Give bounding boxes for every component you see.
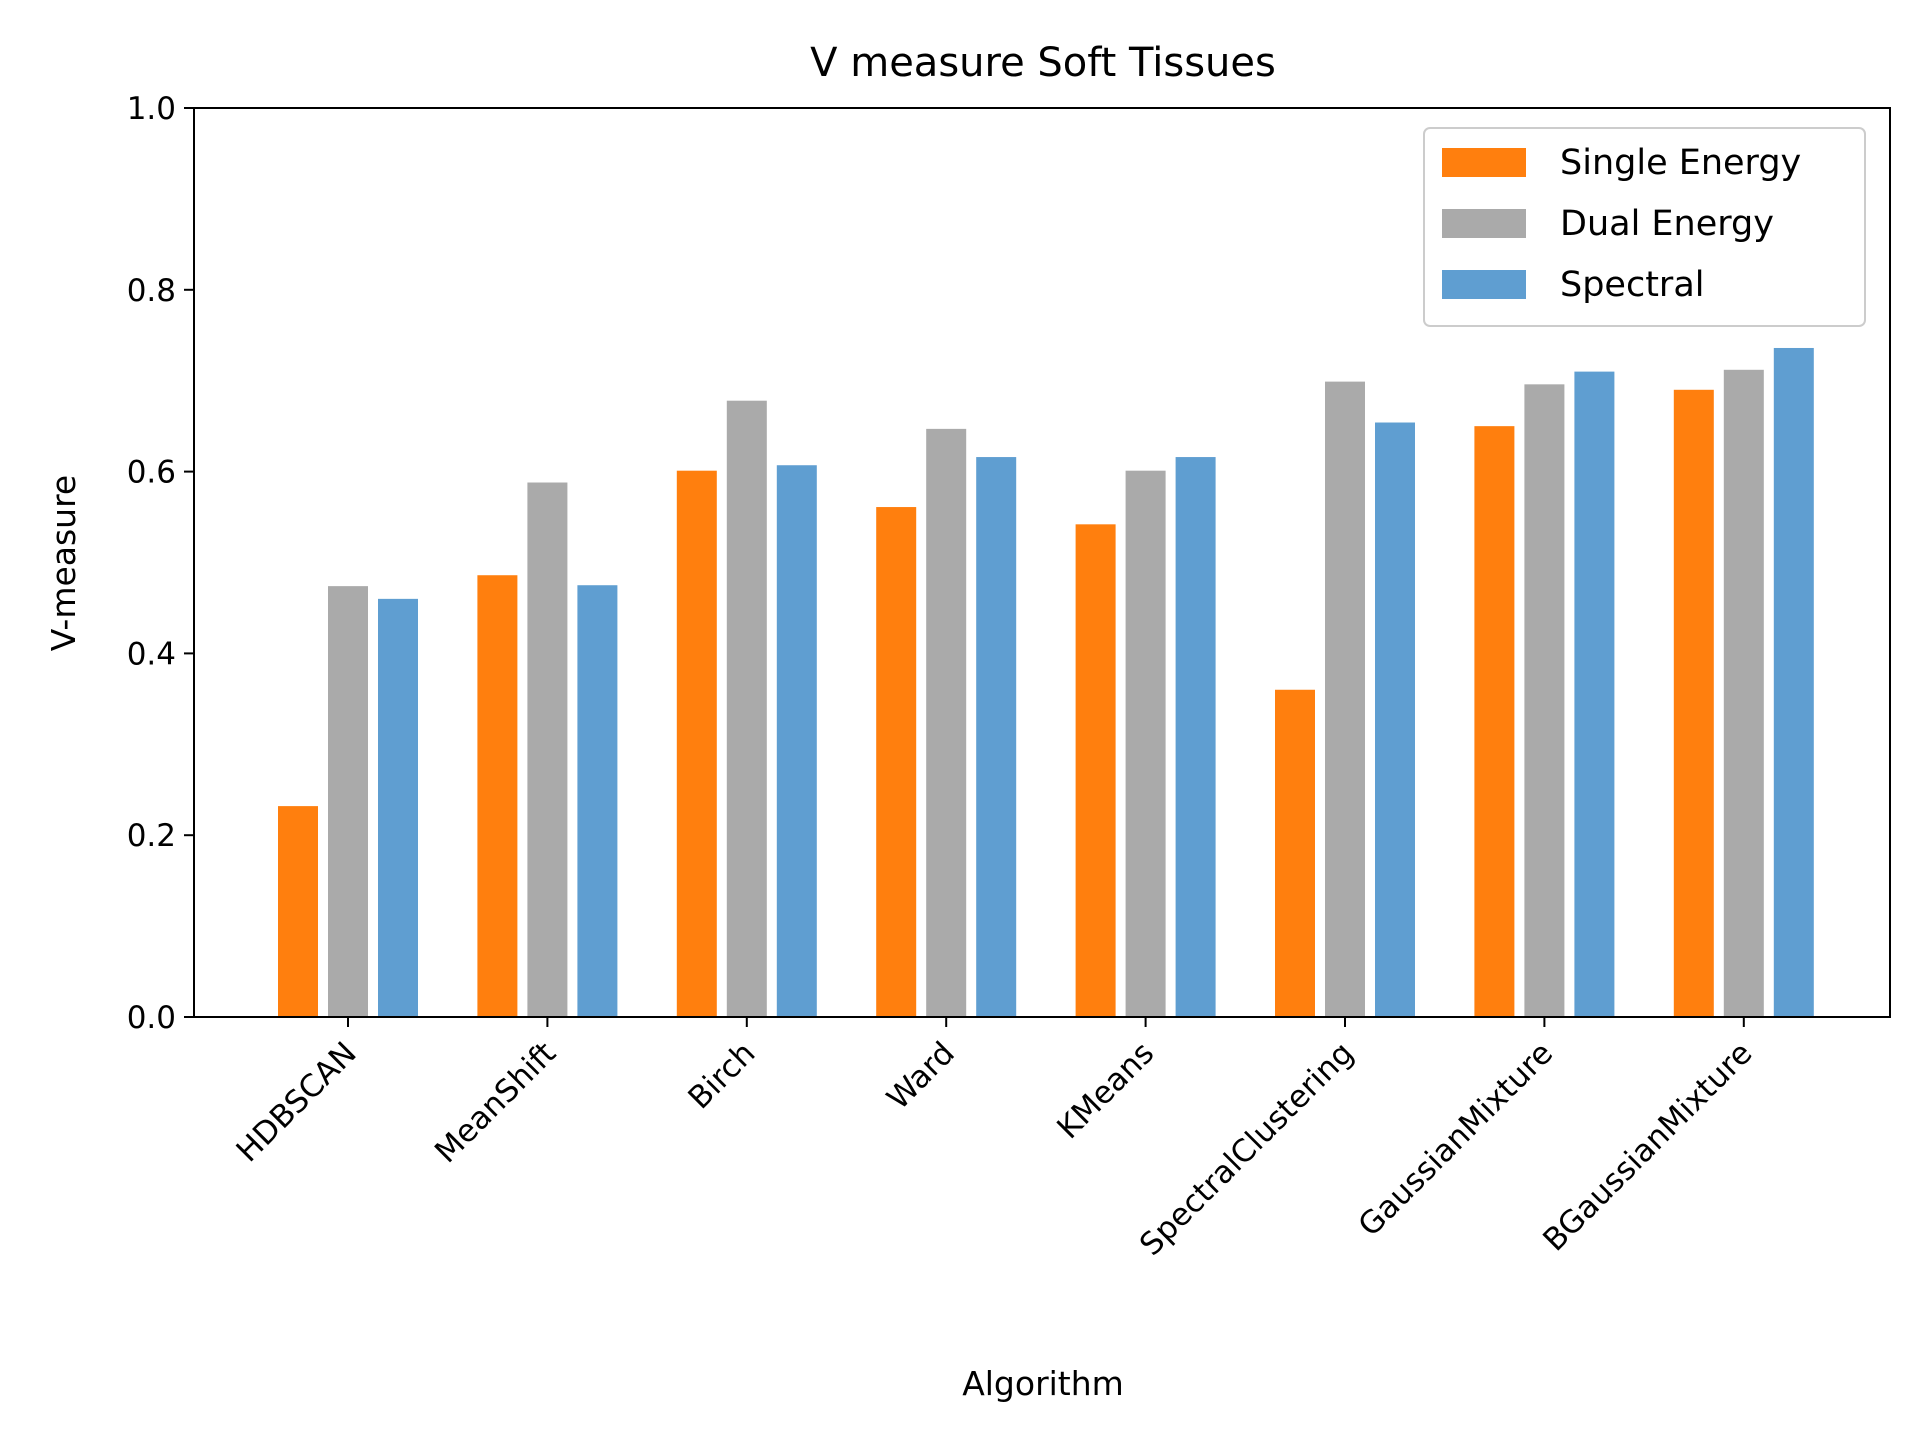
bar-dual-energy-spectralclustering — [1325, 381, 1365, 1017]
bars-group — [278, 347, 1814, 1017]
legend-swatch — [1442, 209, 1526, 238]
bar-single-energy-hdbscan — [278, 806, 318, 1017]
legend-box — [1423, 127, 1866, 327]
bar-dual-energy-hdbscan — [328, 586, 368, 1017]
plot-frame — [193, 107, 1891, 1018]
y-tick-label: 1.0 — [127, 91, 176, 127]
bar-spectral-spectralclustering — [1375, 422, 1415, 1017]
bar-single-energy-bgaussianmixture — [1673, 389, 1714, 1017]
bar-dual-energy-ward — [926, 428, 967, 1017]
bar-single-energy-birch — [676, 470, 717, 1017]
bar-dual-energy-meanshift — [527, 482, 568, 1017]
legend-label: Spectral — [1560, 265, 1705, 305]
y-axis-title: V-measure — [44, 475, 83, 651]
legend: Single Energy Dual Energy Spectral — [1423, 127, 1866, 327]
bar-spectral-gaussianmixture — [1574, 371, 1615, 1017]
bar-single-energy-spectralclustering — [1275, 689, 1315, 1017]
legend-label: Single Energy — [1560, 143, 1801, 183]
y-tick-label: 0.8 — [127, 273, 176, 309]
x-axis-title: Algorithm — [962, 1364, 1124, 1403]
y-tick-label: 0.0 — [127, 1000, 176, 1036]
bar-dual-energy-kmeans — [1125, 470, 1166, 1017]
y-tick-label: 0.2 — [127, 818, 176, 854]
bar-single-energy-gaussianmixture — [1474, 426, 1515, 1017]
bar-single-energy-kmeans — [1075, 524, 1116, 1017]
legend-swatch — [1442, 270, 1526, 299]
bar-dual-energy-gaussianmixture — [1524, 384, 1565, 1017]
legend-label: Dual Energy — [1560, 204, 1774, 244]
bar-spectral-bgaussianmixture — [1773, 347, 1814, 1017]
y-axis: 0.0 0.2 0.4 0.6 0.8 1.0 — [127, 91, 194, 1036]
y-tick-label: 0.4 — [127, 636, 176, 672]
bar-single-energy-ward — [876, 507, 917, 1017]
bar-dual-energy-birch — [726, 400, 767, 1017]
bar-spectral-kmeans — [1175, 457, 1216, 1017]
legend-swatch — [1442, 148, 1526, 177]
bar-spectral-meanshift — [577, 585, 618, 1017]
bar-spectral-ward — [976, 457, 1017, 1017]
y-tick-label: 0.6 — [127, 455, 176, 491]
bar-spectral-birch — [776, 465, 817, 1017]
bar-dual-energy-bgaussianmixture — [1723, 369, 1764, 1017]
chart-title: V measure Soft Tissues — [810, 40, 1276, 86]
bar-spectral-hdbscan — [378, 598, 418, 1017]
bar-single-energy-meanshift — [477, 575, 518, 1017]
